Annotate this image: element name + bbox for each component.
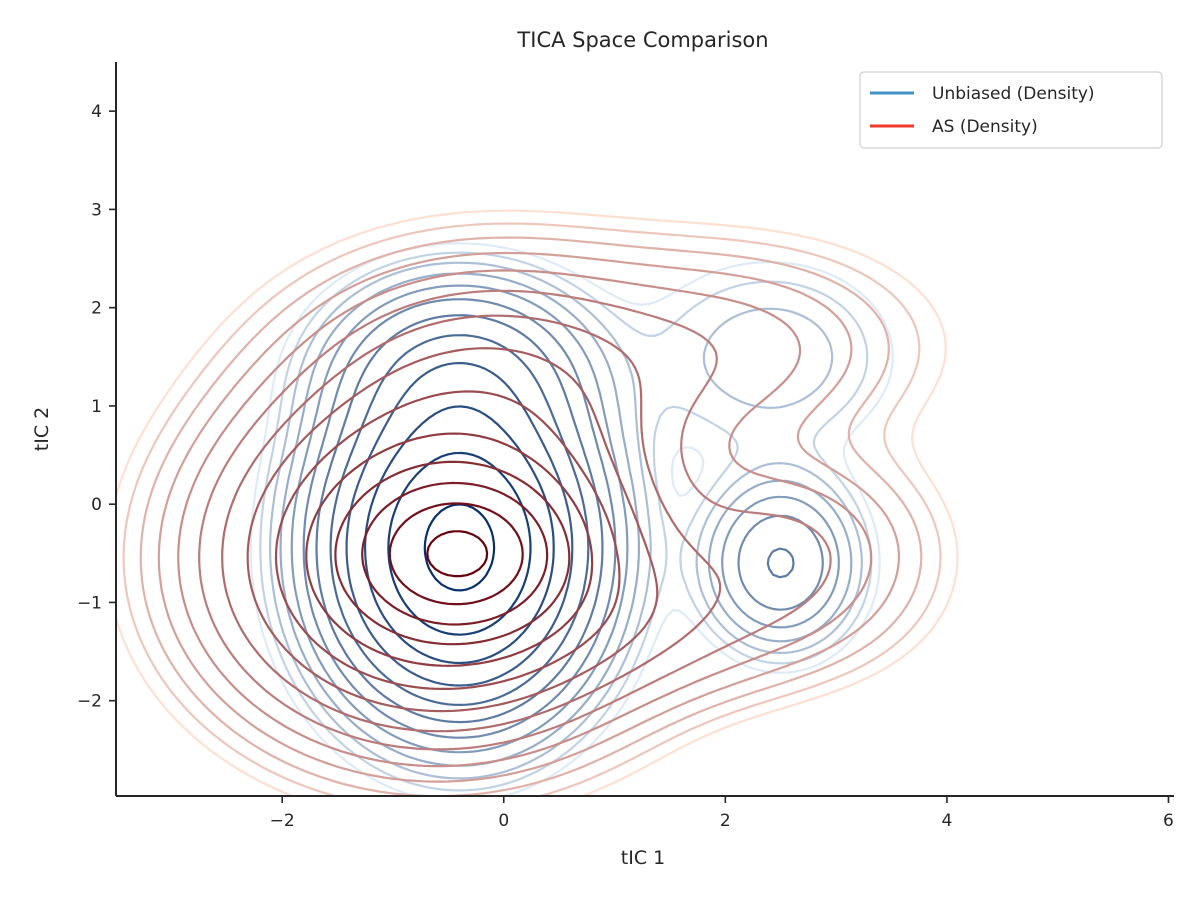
contour-layer: [116, 209, 959, 796]
legend-label-as: AS (Density): [932, 117, 1038, 137]
chart-title: TICA Space Comparison: [516, 28, 768, 52]
as-contour-level: [246, 347, 659, 713]
x-axis-label: tIC 1: [621, 847, 665, 869]
as-contour-level: [157, 251, 900, 783]
as-contour-level: [305, 432, 594, 667]
x-axis-ticks: −2 0 2 4 6: [270, 796, 1174, 831]
unbiased-contour-level: [387, 451, 532, 636]
x-tick-label: 4: [941, 811, 952, 831]
unbiased-contour-level: [269, 261, 863, 780]
as-contour-level: [426, 530, 489, 578]
as-contour-level: [334, 460, 571, 646]
y-tick-label: 1: [91, 397, 102, 417]
as-contour-level: [122, 222, 942, 796]
unbiased-contour-level: [423, 503, 496, 592]
as-contour-level: [139, 236, 923, 796]
as-contour-level: [274, 390, 621, 690]
legend-box: [859, 71, 1163, 149]
unbiased-contour-level: [364, 405, 555, 665]
x-tick-label: 2: [720, 811, 731, 831]
as-contour-level: [177, 269, 873, 768]
legend-label-unbiased: Unbiased (Density): [932, 84, 1095, 104]
y-axis-label: tIC 2: [31, 407, 53, 451]
y-tick-label: 3: [91, 200, 102, 220]
as-contour-level: [198, 289, 832, 751]
as-contour-level: [116, 209, 959, 796]
x-tick-label: 6: [1163, 811, 1174, 831]
y-tick-label: 2: [91, 299, 102, 319]
unbiased-contour-level: [315, 314, 795, 724]
y-axis-ticks: −2 −1 0 1 2 3 4: [77, 102, 116, 712]
y-tick-label: 0: [91, 495, 102, 515]
x-tick-label: −2: [270, 811, 295, 831]
x-tick-label: 0: [498, 811, 509, 831]
as-contour-level: [221, 314, 722, 733]
unbiased-contour-level: [249, 242, 894, 796]
as-contour-level: [388, 502, 524, 606]
y-tick-label: −1: [77, 593, 102, 613]
y-tick-label: 4: [91, 102, 102, 122]
unbiased-contour-level: [345, 361, 574, 687]
y-tick-label: −2: [77, 692, 102, 712]
unbiased-contour-level: [259, 251, 873, 792]
legend: Unbiased (Density) AS (Density): [859, 71, 1163, 149]
as-contour-level: [361, 481, 549, 626]
